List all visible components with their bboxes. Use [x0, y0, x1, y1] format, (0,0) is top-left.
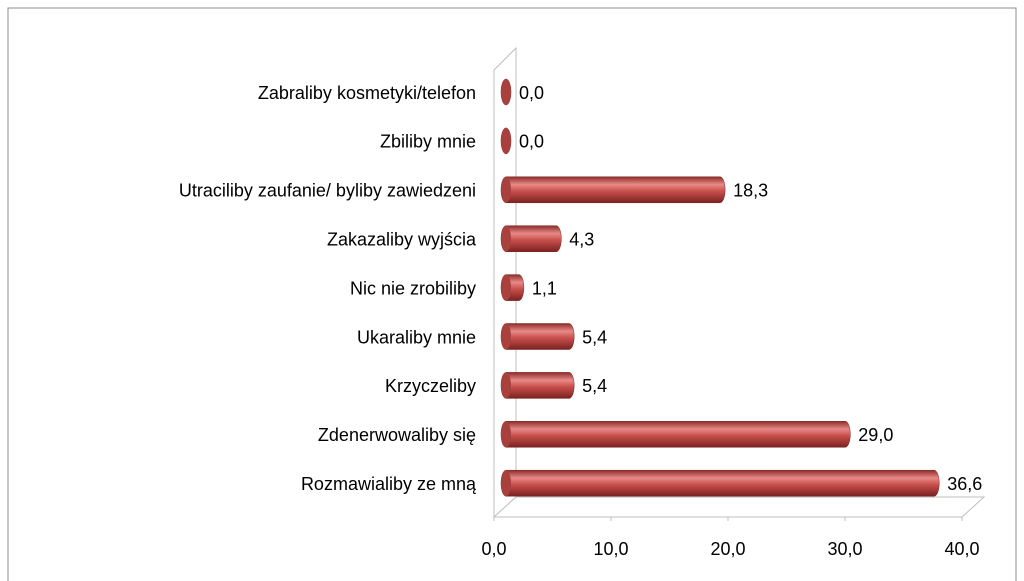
value-label: 5,4	[582, 327, 607, 347]
y-tick-label: Ukaraliby mnie	[357, 327, 476, 347]
x-tick-label: 10,0	[593, 539, 628, 559]
bar-cap	[501, 79, 511, 105]
y-tick-label: Nic nie zrobiliby	[350, 278, 476, 298]
bar-cap	[501, 176, 511, 203]
bar-cap	[501, 372, 511, 399]
floor	[492, 496, 986, 518]
x-tick-label: 30,0	[827, 539, 862, 559]
bar	[500, 323, 575, 350]
value-label: 0,0	[519, 132, 544, 152]
bar-cap	[501, 421, 511, 448]
y-tick-label: Zbiliby mnie	[380, 132, 476, 152]
x-tick-label: 40,0	[944, 539, 979, 559]
chart-border	[7, 7, 1017, 581]
x-tick-label: 0,0	[481, 539, 506, 559]
bar	[500, 421, 851, 448]
bar-cap	[501, 127, 511, 154]
bar-cap	[501, 274, 511, 301]
y-tick-label: Krzyczeliby	[385, 376, 476, 396]
bar	[500, 176, 726, 204]
bar	[500, 372, 575, 399]
y-tick-label: Rozmawialiby ze mną	[301, 474, 477, 494]
bar	[500, 469, 940, 497]
bar-cap	[501, 225, 511, 252]
value-label: 4,3	[569, 229, 594, 249]
y-tick-label: Zdenerwowaliby się	[318, 425, 476, 445]
y-tick-label: Zakazaliby wyjścia	[327, 229, 477, 249]
y-tick-label: Zabraliby kosmetyki/telefon	[258, 83, 476, 103]
value-label: 29,0	[858, 425, 893, 445]
value-label: 0,0	[519, 83, 544, 103]
value-label: 5,4	[582, 376, 607, 396]
y-tick-label: Utraciliby zaufanie/ byliby zawiedzeni	[179, 181, 476, 201]
value-label: 1,1	[532, 278, 557, 298]
value-label: 18,3	[733, 181, 768, 201]
bar-cap	[501, 470, 511, 497]
x-tick-label: 20,0	[710, 539, 745, 559]
value-label: 36,6	[947, 474, 982, 494]
bar-cap	[501, 323, 511, 350]
